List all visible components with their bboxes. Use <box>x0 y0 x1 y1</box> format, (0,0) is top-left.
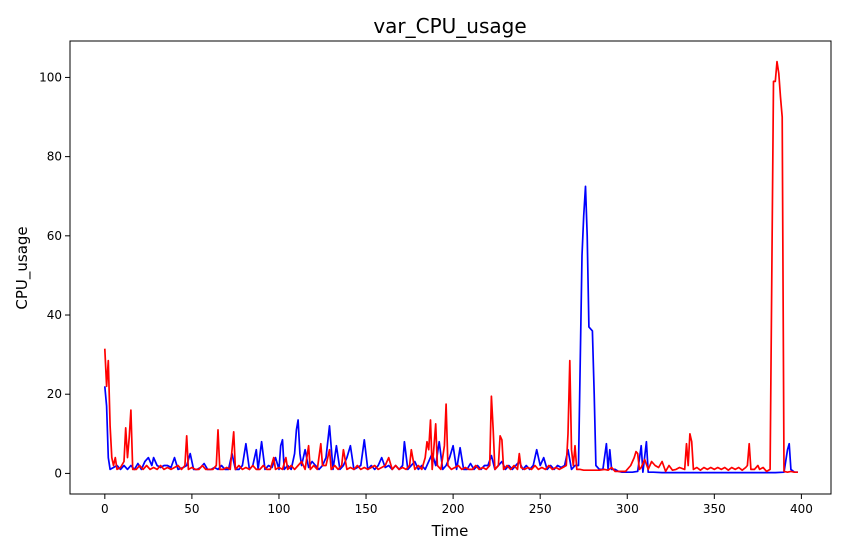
x-tick-label: 250 <box>529 502 552 516</box>
x-tick-label: 100 <box>268 502 291 516</box>
y-tick-label: 20 <box>47 387 62 401</box>
plot-area <box>70 41 831 494</box>
series-line-2 <box>103 60 798 474</box>
y-tick-label: 0 <box>54 466 62 480</box>
x-tick-label: 400 <box>790 502 813 516</box>
y-axis-ticks: 0 20 40 60 80 100 <box>39 70 70 480</box>
y-tick-label: 80 <box>47 150 62 164</box>
x-tick-label: 350 <box>703 502 726 516</box>
y-tick-label: 100 <box>39 70 62 84</box>
x-axis-title: Time <box>431 522 469 540</box>
y-tick-label: 40 <box>47 308 62 322</box>
x-tick-label: 150 <box>355 502 378 516</box>
chart-title: var_CPU_usage <box>373 14 526 38</box>
y-tick-label: 60 <box>47 229 62 243</box>
x-tick-label: 0 <box>101 502 109 516</box>
x-tick-label: 300 <box>616 502 639 516</box>
x-tick-label: 50 <box>184 502 199 516</box>
y-axis-title: CPU_usage <box>13 226 32 309</box>
plot-frame <box>69 40 832 495</box>
series-line-1 <box>103 185 798 474</box>
x-tick-label: 200 <box>442 502 465 516</box>
x-axis-ticks: 0 50 100 150 200 250 300 350 400 <box>101 494 813 516</box>
series-lines <box>103 60 798 474</box>
